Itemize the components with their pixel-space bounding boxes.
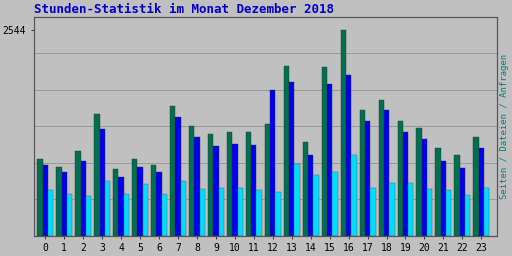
Bar xyxy=(313,175,318,236)
Bar xyxy=(435,148,441,236)
Bar xyxy=(181,180,186,236)
Bar xyxy=(194,137,200,236)
Bar xyxy=(118,177,124,236)
Bar xyxy=(170,106,175,236)
Bar xyxy=(151,165,156,236)
Bar xyxy=(294,164,300,236)
Bar xyxy=(384,110,389,236)
Bar xyxy=(427,189,433,236)
Bar xyxy=(275,192,281,236)
Bar xyxy=(465,195,471,236)
Bar xyxy=(303,142,308,236)
Bar xyxy=(86,196,91,236)
Bar xyxy=(137,167,143,236)
Bar xyxy=(219,188,224,236)
Bar xyxy=(455,155,460,236)
Bar xyxy=(156,173,162,236)
Bar xyxy=(143,184,148,236)
Bar xyxy=(389,183,395,236)
Bar xyxy=(322,67,327,236)
Bar xyxy=(67,194,72,236)
Bar xyxy=(340,30,346,236)
Y-axis label: Seiten / Dateien / Anfragen: Seiten / Dateien / Anfragen xyxy=(500,54,509,199)
Bar xyxy=(403,132,408,236)
Bar xyxy=(80,161,86,236)
Bar xyxy=(270,90,275,236)
Bar xyxy=(251,145,257,236)
Bar xyxy=(351,155,356,236)
Bar xyxy=(397,121,403,236)
Bar xyxy=(378,100,384,236)
Bar xyxy=(99,129,105,236)
Bar xyxy=(484,188,489,236)
Bar xyxy=(416,128,422,236)
Bar xyxy=(227,132,232,236)
Bar xyxy=(460,168,465,236)
Bar xyxy=(238,188,243,236)
Bar xyxy=(75,151,80,236)
Bar xyxy=(208,134,214,236)
Bar xyxy=(308,155,313,236)
Bar xyxy=(124,194,129,236)
Bar xyxy=(162,194,167,236)
Bar xyxy=(214,146,219,236)
Bar xyxy=(132,159,137,236)
Bar xyxy=(189,126,194,236)
Bar xyxy=(479,148,484,236)
Bar xyxy=(441,161,446,236)
Bar xyxy=(359,110,365,236)
Bar xyxy=(370,188,375,236)
Bar xyxy=(284,66,289,236)
Bar xyxy=(113,169,118,236)
Bar xyxy=(200,189,205,236)
Bar xyxy=(408,183,414,236)
Bar xyxy=(246,132,251,236)
Bar xyxy=(48,190,53,236)
Bar xyxy=(332,173,337,236)
Bar xyxy=(422,139,427,236)
Bar xyxy=(56,167,61,236)
Bar xyxy=(257,190,262,236)
Bar xyxy=(37,159,42,236)
Bar xyxy=(365,121,370,236)
Bar xyxy=(94,114,99,236)
Bar xyxy=(474,137,479,236)
Bar xyxy=(265,124,270,236)
Bar xyxy=(175,117,181,236)
Bar xyxy=(42,165,48,236)
Bar xyxy=(105,181,110,236)
Bar xyxy=(346,75,351,236)
Bar xyxy=(61,173,67,236)
Bar xyxy=(289,82,294,236)
Text: Stunden-Statistik im Monat Dezember 2018: Stunden-Statistik im Monat Dezember 2018 xyxy=(34,3,334,16)
Bar xyxy=(327,84,332,236)
Bar xyxy=(446,190,452,236)
Bar xyxy=(232,144,238,236)
